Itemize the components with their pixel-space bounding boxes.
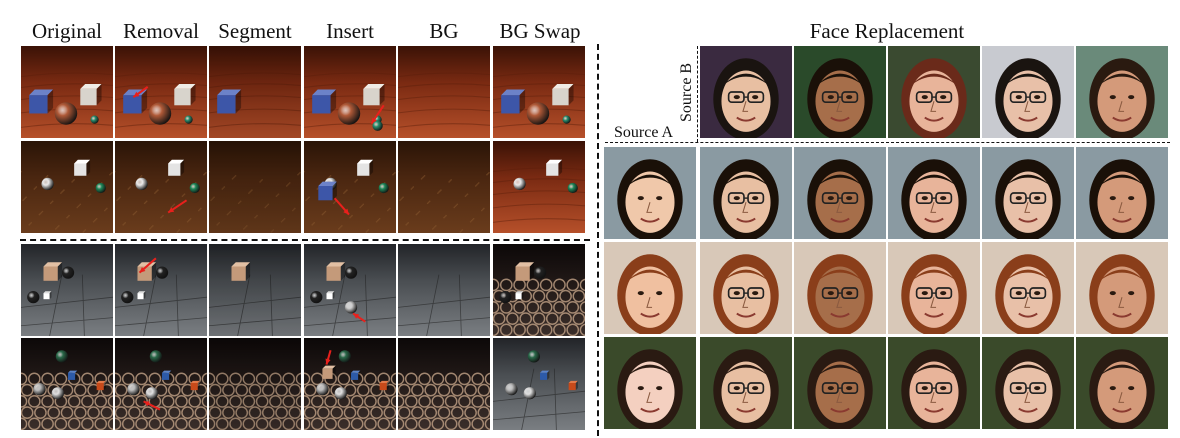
source-b-label: Source B [678, 62, 695, 122]
scene-tile-r2-c3 [209, 141, 301, 233]
swapped-face-r1-c5 [1076, 147, 1168, 239]
col-header-segment: Segment [218, 19, 292, 43]
source-b-face-1 [700, 46, 792, 138]
swapped-face-r1-c1 [700, 147, 792, 239]
swapped-face-r1-c3 [888, 147, 980, 239]
scene-tile-r2-c4 [304, 141, 396, 233]
scene-tile-r1-c5 [398, 46, 490, 138]
scene-tile-r3-c4 [304, 244, 396, 336]
swapped-face-r1-c2 [794, 147, 886, 239]
scene-tile-r3-c2 [115, 244, 207, 336]
swapped-face-r3-c2 [794, 337, 886, 429]
panel-divider [597, 44, 599, 436]
scene-tile-r1-c2 [115, 46, 207, 138]
swapped-face-r3-c5 [1076, 337, 1168, 429]
source-b-face-3 [888, 46, 980, 138]
scene-tile-r2-c5 [398, 141, 490, 233]
source-a-label: Source A [614, 124, 674, 141]
scene-tile-r4-c1 [21, 338, 113, 430]
swapped-face-r3-c4 [982, 337, 1074, 429]
scene-tile-r1-c1 [21, 46, 113, 138]
source-a-divider [605, 142, 1170, 143]
scene-tile-r2-c6 [493, 141, 585, 233]
scene-tile-r1-c4 [304, 46, 396, 138]
scene-tile-r3-c6 [493, 244, 585, 336]
swapped-face-r3-c3 [888, 337, 980, 429]
swapped-face-r1-c4 [982, 147, 1074, 239]
swapped-face-r2-c4 [982, 242, 1074, 334]
swapped-face-r2-c3 [888, 242, 980, 334]
swapped-face-r2-c5 [1076, 242, 1168, 334]
source-b-face-2 [794, 46, 886, 138]
source-b-divider [697, 46, 698, 142]
scene-tile-r4-c6 [493, 338, 585, 430]
scene-group-divider [20, 239, 590, 241]
face-replacement-title: Face Replacement [809, 19, 965, 43]
swapped-face-r2-c2 [794, 242, 886, 334]
col-header-removal: Removal [123, 19, 199, 43]
scene-tile-r4-c3 [209, 338, 301, 430]
col-header-original: Original [32, 19, 102, 43]
col-header-insert: Insert [326, 19, 374, 43]
source-a-face-3 [604, 337, 696, 429]
scene-tile-r3-c3 [209, 244, 301, 336]
source-a-face-1 [604, 147, 696, 239]
source-b-face-5 [1076, 46, 1168, 138]
source-a-face-2 [604, 242, 696, 334]
scene-tile-r4-c4 [304, 338, 396, 430]
col-header-bg-swap: BG Swap [499, 19, 581, 43]
scene-tile-r4-c5 [398, 338, 490, 430]
col-header-bg: BG [429, 19, 459, 43]
scene-tile-r4-c2 [115, 338, 207, 430]
scene-tile-r2-c1 [21, 141, 113, 233]
scene-tile-r1-c6 [493, 46, 585, 138]
swapped-face-r3-c1 [700, 337, 792, 429]
swapped-face-r2-c1 [700, 242, 792, 334]
scene-tile-r2-c2 [115, 141, 207, 233]
scene-tile-r3-c5 [398, 244, 490, 336]
source-b-face-4 [982, 46, 1074, 138]
scene-tile-r1-c3 [209, 46, 301, 138]
scene-tile-r3-c1 [21, 244, 113, 336]
